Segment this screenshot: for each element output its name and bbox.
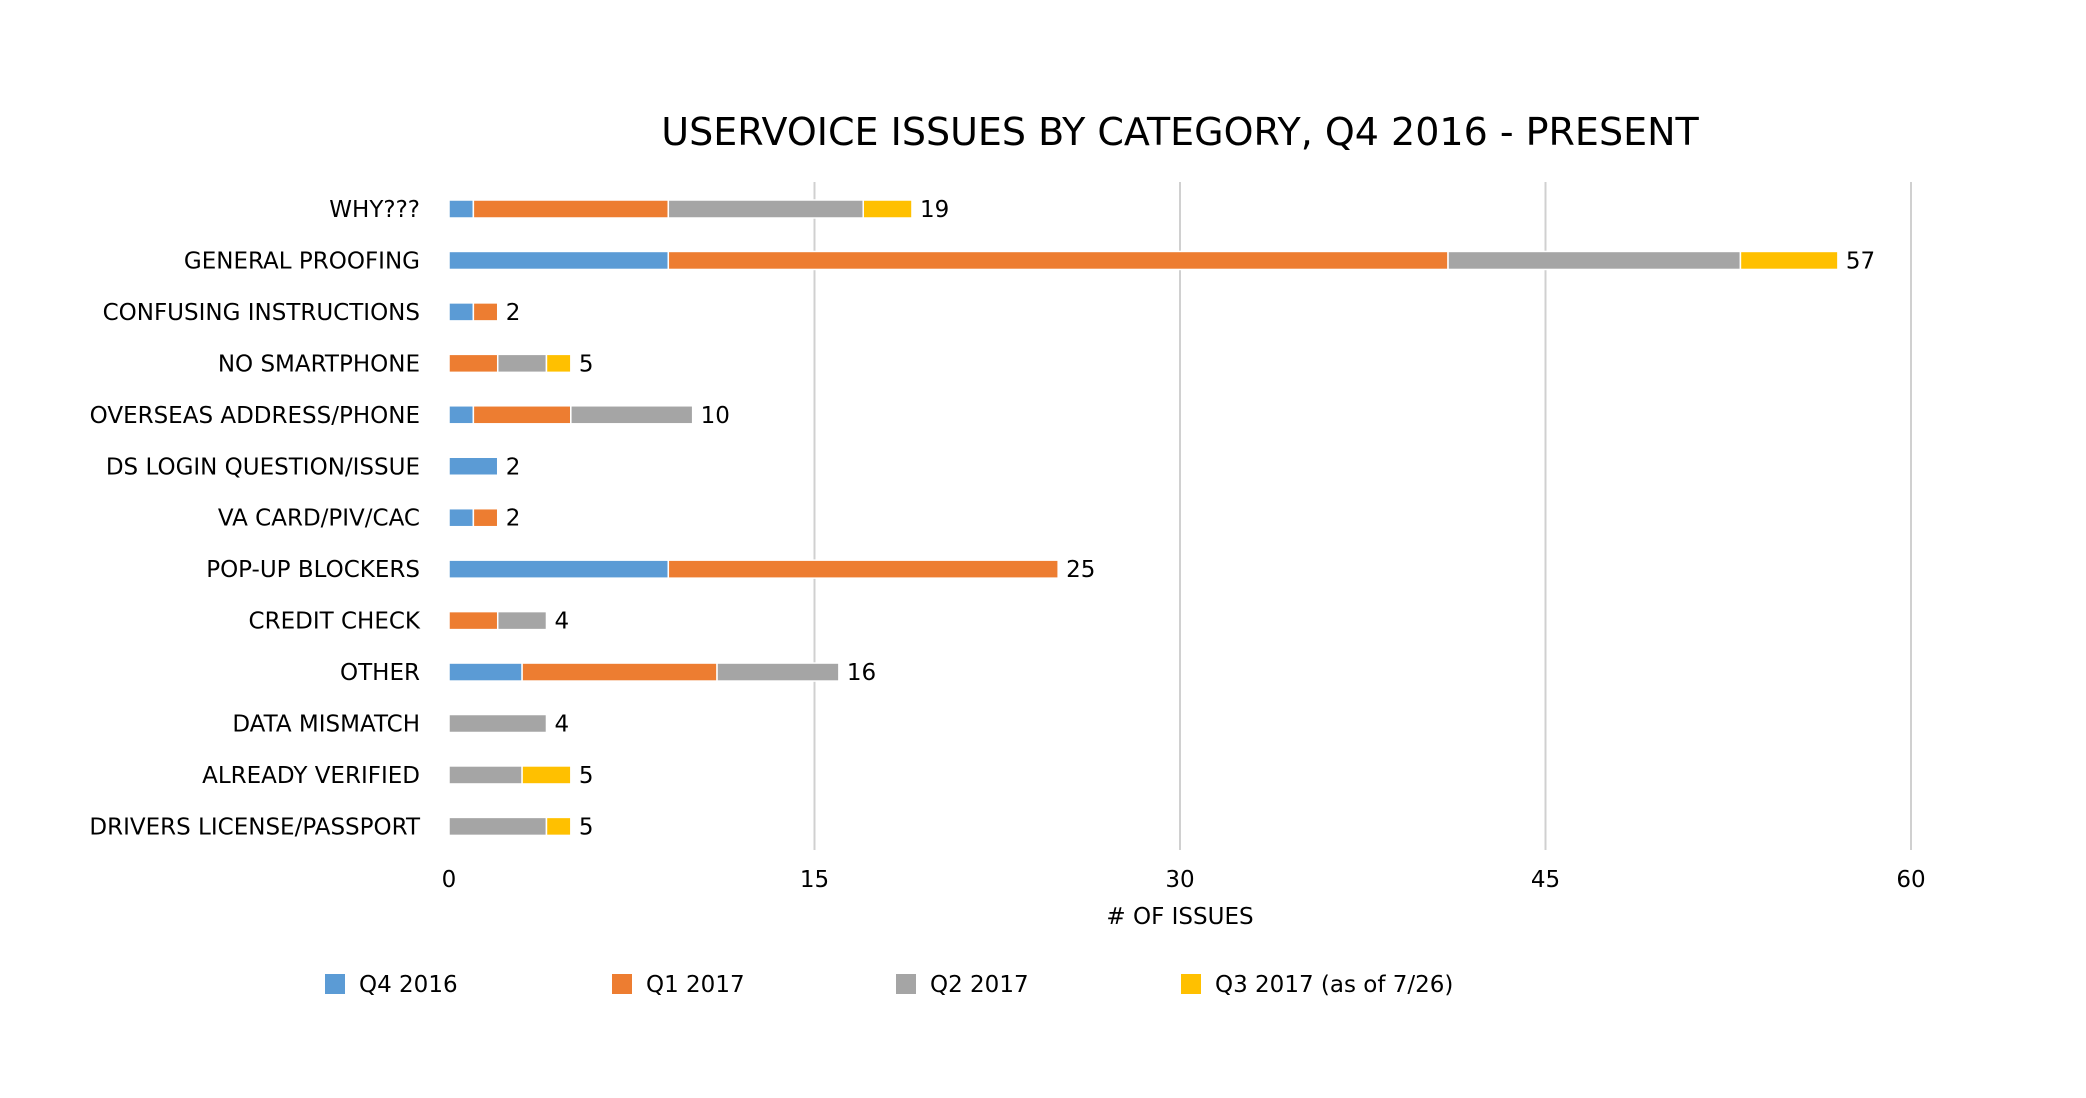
x-axis-label: # OF ISSUES [1106, 904, 1253, 930]
total-label: 5 [579, 351, 594, 377]
chart-title: USERVOICE ISSUES BY CATEGORY, Q4 2016 - … [661, 110, 1699, 154]
bar-segment [667, 559, 1059, 579]
category-label: WHY??? [329, 197, 420, 223]
total-label: 16 [847, 660, 876, 686]
bar-segment [472, 507, 499, 528]
bar-segment [472, 405, 572, 425]
category-label: CREDIT CHECK [249, 609, 421, 635]
legend-swatch [612, 974, 632, 994]
bar-segment [862, 199, 913, 219]
bar-segment [667, 250, 1449, 271]
bar-segment [448, 816, 548, 837]
bar-segment [545, 353, 572, 374]
x-tick-label: 60 [1896, 867, 1925, 893]
legend-label: Q2 2017 [930, 972, 1029, 998]
category-label: ALREADY VERIFIED [202, 763, 420, 789]
total-label: 4 [554, 712, 569, 738]
legend-label: Q3 2017 (as of 7/26) [1215, 972, 1453, 998]
bar-segment [448, 713, 548, 734]
bar-segment [1447, 250, 1742, 271]
bar-segment [496, 353, 548, 374]
category-labels: WHY??? GENERAL PROOFING CONFUSING INSTRUCT… [89, 197, 421, 840]
category-label: VA CARD/PIV/CAC [218, 506, 420, 532]
total-label: 2 [506, 300, 521, 326]
bar-segment [667, 199, 864, 219]
bar-segment [448, 765, 523, 785]
legend: Q4 2016 Q1 2017 Q2 2017 Q3 2017 (as of 7/26… [325, 972, 1453, 998]
category-label: OTHER [340, 660, 420, 686]
bar-segment [448, 250, 670, 271]
bar-segment [448, 302, 475, 322]
bar-segment [448, 353, 499, 374]
bar-segment [448, 199, 475, 219]
bar-segment [448, 662, 523, 682]
total-label: 4 [554, 609, 569, 635]
total-label: 19 [920, 197, 949, 223]
category-label: DS LOGIN QUESTION/ISSUE [106, 454, 420, 480]
legend-swatch [1181, 974, 1201, 994]
bar-segment [521, 765, 572, 785]
x-tick-label: 0 [442, 867, 457, 893]
x-tick-label: 30 [1165, 867, 1194, 893]
legend-label: Q1 2017 [646, 972, 745, 998]
bar-segment [448, 456, 499, 476]
total-label: 57 [1846, 248, 1875, 274]
total-label: 25 [1066, 557, 1095, 583]
category-label: NO SMARTPHONE [218, 351, 420, 377]
bar-segment [716, 662, 840, 682]
category-label: DRIVERS LICENSE/PASSPORT [89, 814, 421, 840]
total-label: 5 [579, 814, 594, 840]
bar-segment [448, 610, 499, 631]
total-label: 10 [701, 403, 730, 429]
category-label: CONFUSING INSTRUCTIONS [103, 300, 420, 326]
bar-segment [448, 405, 475, 425]
bar-segment [545, 816, 572, 837]
bar-segment [496, 610, 548, 631]
legend-label: Q4 2016 [359, 972, 458, 998]
category-label: DATA MISMATCH [232, 712, 420, 738]
x-tick-labels: 0 15 30 45 60 [442, 867, 1926, 893]
bars [448, 199, 1839, 837]
total-label: 2 [506, 454, 521, 480]
bar-segment [1739, 250, 1839, 271]
legend-swatch [896, 974, 916, 994]
bar-segment [521, 662, 718, 682]
bar-segment [570, 405, 694, 425]
category-label: OVERSEAS ADDRESS/PHONE [90, 403, 420, 429]
gridlines [813, 182, 1912, 850]
x-tick-label: 45 [1531, 867, 1560, 893]
category-label: POP-UP BLOCKERS [206, 557, 420, 583]
total-label: 2 [506, 506, 521, 532]
bar-segment [472, 302, 499, 322]
bar-segment [448, 559, 670, 579]
total-label: 5 [579, 763, 594, 789]
bar-segment [472, 199, 670, 219]
x-tick-label: 15 [800, 867, 829, 893]
legend-swatch [325, 974, 345, 994]
category-label: GENERAL PROOFING [184, 248, 420, 274]
bar-segment [448, 507, 475, 528]
